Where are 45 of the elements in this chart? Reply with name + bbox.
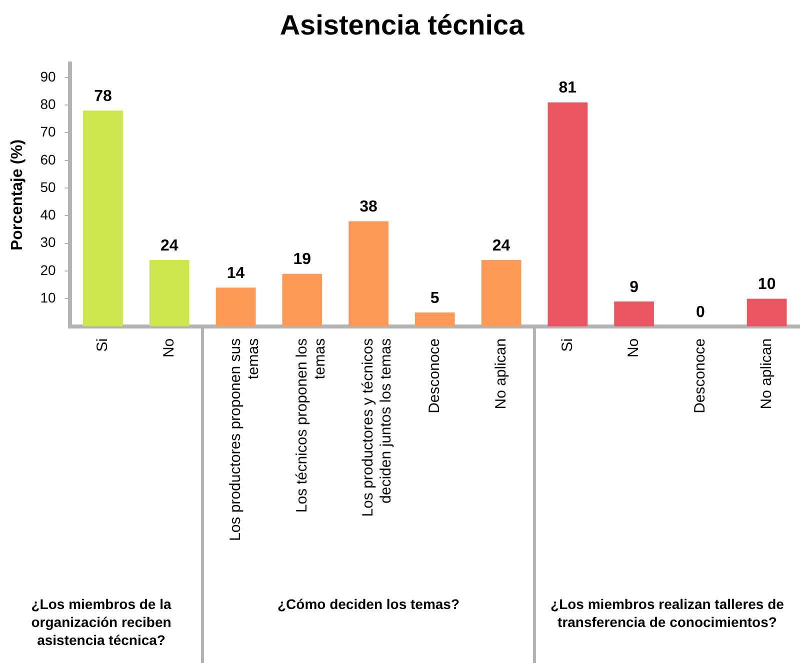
bar <box>746 298 787 326</box>
y-tick-label: 80 <box>40 96 56 112</box>
bar <box>149 260 190 326</box>
y-tick-label: 30 <box>40 234 56 250</box>
y-tick-label: 10 <box>40 290 56 306</box>
y-axis-title: Porcentaje (%) <box>9 139 26 251</box>
text: ¿Cómo deciden los temas? <box>277 596 460 612</box>
y-tick-label: 60 <box>40 151 56 168</box>
data-label: 38 <box>360 198 378 216</box>
x-tick-label: Desconoce <box>426 338 444 414</box>
chart-title: Asistencia técnica <box>280 10 525 41</box>
data-label: 5 <box>430 290 440 307</box>
bar <box>614 301 654 326</box>
data-label: 24 <box>160 237 178 254</box>
data-label: 78 <box>94 88 112 106</box>
x-tick-label: Desconoce <box>692 338 709 414</box>
data-label: 0 <box>696 304 705 321</box>
bar <box>348 221 388 326</box>
x-tick-label: Si <box>558 338 576 352</box>
bar <box>548 102 588 326</box>
bar <box>282 274 322 326</box>
data-label: 81 <box>558 80 577 97</box>
bar <box>216 288 256 326</box>
bar <box>414 312 455 326</box>
x-tick-label: Los técnicos proponen los temas <box>293 338 328 513</box>
data-label: 10 <box>758 276 776 294</box>
x-tick-label: No aplican <box>492 338 510 410</box>
x-tick-label: No <box>160 338 178 358</box>
x-tick-label: Los productores proponen sus temas <box>226 338 262 542</box>
bar <box>83 110 123 326</box>
y-tick-label: 40 <box>40 206 56 223</box>
x-tick-label: No aplican <box>758 338 775 410</box>
x-tick-label: No <box>625 338 642 358</box>
x-tick-label: Si <box>94 338 112 352</box>
y-tick-label: 90 <box>40 68 56 84</box>
data-label: 24 <box>492 237 510 254</box>
y-tick-label: 70 <box>40 124 56 140</box>
data-label: 9 <box>630 278 639 296</box>
text: ¿Los miembros de la organización reciben asistencia técnica? <box>31 596 172 648</box>
bar <box>481 260 522 326</box>
data-label: 19 <box>293 251 312 268</box>
text: ¿Los miembros realizan talleres de transferencia de conocimientos? <box>550 596 784 630</box>
y-tick-label: 50 <box>40 178 56 195</box>
y-tick-label: 20 <box>40 262 56 278</box>
data-label: 14 <box>226 265 245 282</box>
